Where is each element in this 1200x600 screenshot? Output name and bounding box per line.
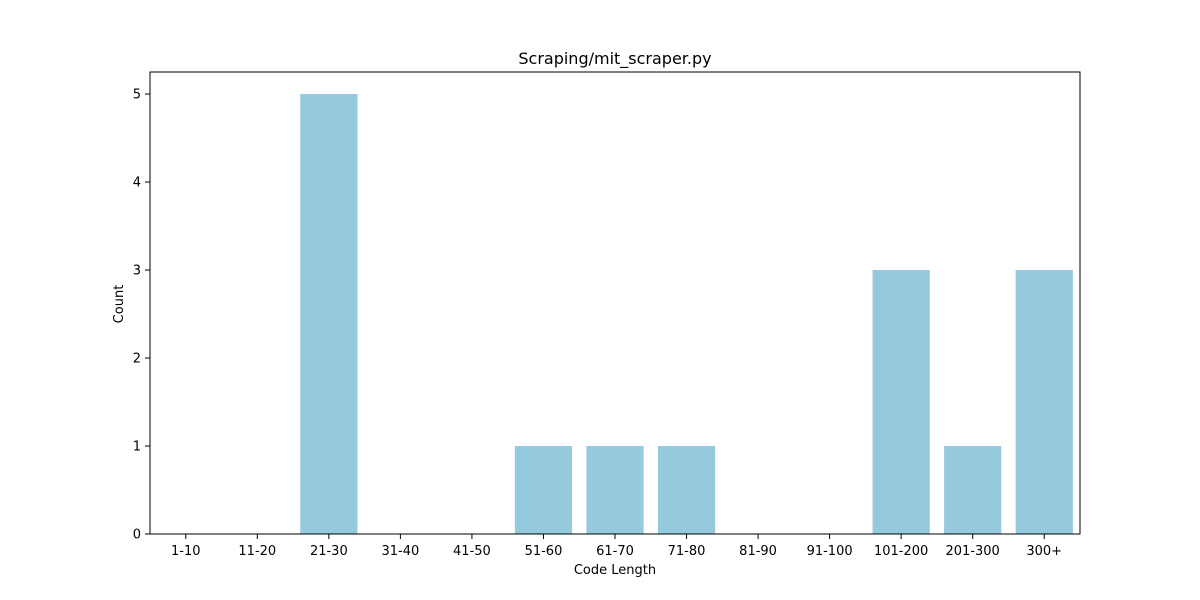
y-tick-label: 5 [133,88,141,103]
bar-61-70 [586,446,644,534]
bar-21-30 [300,94,358,534]
bar-101-200 [872,270,930,534]
x-tick-label: 1-10 [171,544,201,559]
x-axis-label: Code Length [574,563,656,578]
y-axis-label: Count [112,285,127,324]
x-ticks-group: 1-10 11-20 21-30 31-40 41-50 51-60 61-70 71-80 8… [171,534,1062,559]
y-tick-label: 2 [133,352,141,367]
y-tick-label: 0 [133,528,141,543]
bar-71-80 [657,446,716,534]
bar-51-60 [514,446,573,534]
x-tick-label: 71-80 [668,544,706,559]
plot-frame [149,71,1081,535]
y-tick-label: 4 [133,176,141,191]
x-tick-label: 91-100 [807,544,853,559]
x-tick-label: 41-50 [453,544,491,559]
x-tick-label: 61-70 [596,544,634,559]
x-tick-label: 300+ [1026,544,1062,559]
y-tick-label: 1 [133,440,141,455]
x-tick-label: 21-30 [310,544,348,559]
bar-300+ [1015,270,1073,534]
x-tick-label: 101-200 [874,544,928,559]
bars-group [300,94,1073,534]
y-tick-label: 3 [133,264,141,279]
x-tick-label: 51-60 [525,544,563,559]
x-tick-label: 11-20 [238,544,276,559]
y-ticks-group: 0 1 2 3 4 5 [133,88,150,543]
x-tick-label: 31-40 [381,544,419,559]
chart-title: Scraping/mit_scraper.py [518,49,711,69]
x-tick-label: 81-90 [739,544,777,559]
bar-201-300 [944,446,1002,534]
x-tick-label: 201-300 [946,544,1000,559]
